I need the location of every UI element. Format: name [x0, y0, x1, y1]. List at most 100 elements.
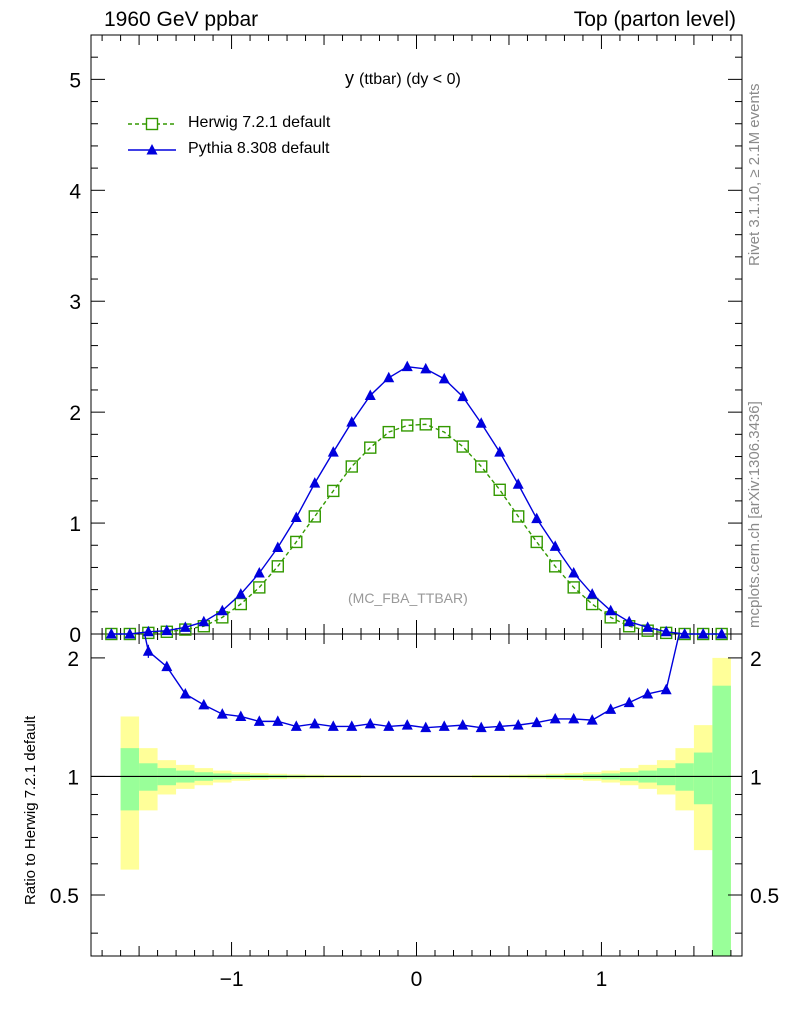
ratio-band-green [712, 685, 731, 956]
pythia-point [716, 628, 728, 639]
pythia-point [475, 417, 487, 428]
pythia-point [235, 588, 247, 599]
pythia-point [697, 628, 709, 639]
herwig-point [419, 418, 432, 431]
x-tick-label: 0 [411, 968, 423, 991]
main-y-tick-label: 3 [69, 291, 81, 314]
pythia-point [198, 615, 210, 627]
herwig-point [438, 425, 451, 439]
ratio-y-tick-label-right: 0.5 [750, 885, 779, 908]
pythia-ratio-point [549, 712, 561, 724]
pythia-point [549, 540, 561, 551]
herwig-point [364, 441, 377, 454]
pythia-ratio-point [309, 717, 321, 729]
pythia-ratio-point [568, 712, 580, 724]
herwig-point [456, 440, 469, 453]
pythia-point [364, 389, 376, 401]
ratio-band-green [693, 752, 713, 805]
ratio-band-green [120, 748, 140, 811]
herwig-point [567, 581, 580, 594]
pythia-point [420, 362, 432, 374]
pythia-ratio-point [660, 683, 672, 695]
pythia-ratio-point [401, 719, 413, 730]
pythia-point [494, 446, 506, 457]
pythia-point [512, 478, 524, 489]
pythia-point [142, 625, 154, 637]
plot-title: y (ttbar) (dy < 0) [345, 68, 461, 89]
herwig-point [530, 535, 543, 549]
ratio-y-tick-label-right: 1 [750, 766, 762, 789]
pythia-ratio-point [420, 721, 432, 733]
main-y-tick-label: 2 [69, 402, 81, 425]
pythia-ratio-point [383, 720, 395, 731]
legend-pythia-marker [146, 144, 158, 155]
ratio-y-tick-label-left: 2 [67, 648, 79, 671]
pythia-series-line [111, 365, 722, 635]
pythia-point [401, 360, 413, 372]
legend-label-herwig: Herwig 7.2.1 default [188, 114, 331, 131]
pythia-ratio-point [179, 687, 191, 699]
pythia-ratio-point [161, 660, 173, 672]
herwig-point [475, 460, 488, 473]
herwig-point [327, 484, 340, 498]
ratio-panel-frame [90, 633, 743, 957]
pythia-point [327, 446, 339, 457]
herwig-point [308, 510, 321, 523]
herwig-point [290, 535, 303, 549]
herwig-series-line [111, 423, 722, 635]
analysis-watermark: (MC_FBA_TTBAR) [348, 590, 468, 606]
main-y-tick-label: 0 [69, 624, 81, 647]
pythia-ratio-point [623, 696, 635, 708]
pythia-ratio-point [235, 710, 247, 721]
ratio-y-tick-label-right: 2 [750, 648, 762, 671]
pythia-point [216, 604, 228, 616]
pythia-ratio-point [198, 698, 210, 710]
herwig-point [512, 510, 525, 523]
pythia-ratio-point [642, 687, 654, 699]
pythia-ratio-point [216, 708, 228, 719]
pythia-ratio-point [457, 719, 469, 730]
header-right-label: Top (parton level) [573, 8, 736, 31]
herwig-point [493, 483, 506, 496]
pythia-ratio-point [494, 720, 506, 731]
legend-label-pythia: Pythia 8.308 default [188, 140, 330, 157]
pythia-ratio-point [253, 715, 265, 726]
herwig-point [253, 581, 266, 594]
pythia-ratio-point [364, 717, 376, 729]
pythia-point [568, 566, 580, 578]
pythia-point [290, 511, 302, 523]
pythia-point [105, 628, 117, 639]
pythia-point [272, 541, 284, 552]
pythia-point [124, 628, 136, 639]
pythia-ratio-point [346, 720, 358, 731]
pythia-point [161, 624, 173, 636]
header-left-label: 1960 GeV ppbar [104, 8, 259, 31]
x-tick-label: 1 [596, 968, 608, 991]
plot-title-qualifier: (ttbar) (dy < 0) [359, 71, 461, 88]
pythia-ratio-point [586, 714, 598, 725]
pythia-ratio-point [512, 719, 524, 730]
pythia-point [586, 588, 598, 599]
pythia-point [309, 477, 321, 488]
legend-herwig-marker [145, 117, 159, 131]
pythia-point [531, 512, 543, 524]
pythia-ratio-point [142, 645, 154, 656]
x-tick-label: −1 [220, 968, 244, 991]
main-y-tick-label: 4 [69, 180, 81, 203]
pythia-ratio-point [290, 720, 302, 731]
pythia-ratio-point [475, 721, 487, 733]
pythia-point [660, 625, 672, 637]
main-y-tick-label: 5 [69, 69, 81, 92]
pythia-point [179, 621, 191, 632]
pythia-point [642, 621, 654, 632]
main-panel-frame [90, 34, 743, 635]
pythia-point [623, 615, 635, 627]
main-y-tick-label: 1 [69, 513, 81, 536]
pythia-ratio-point [605, 703, 617, 714]
pythia-point [253, 566, 265, 578]
pythia-point [605, 604, 617, 616]
pythia-point [438, 372, 450, 384]
pythia-point [346, 416, 358, 427]
herwig-point [401, 419, 414, 432]
ratio-y-tick-label-left: 0.5 [50, 885, 79, 908]
